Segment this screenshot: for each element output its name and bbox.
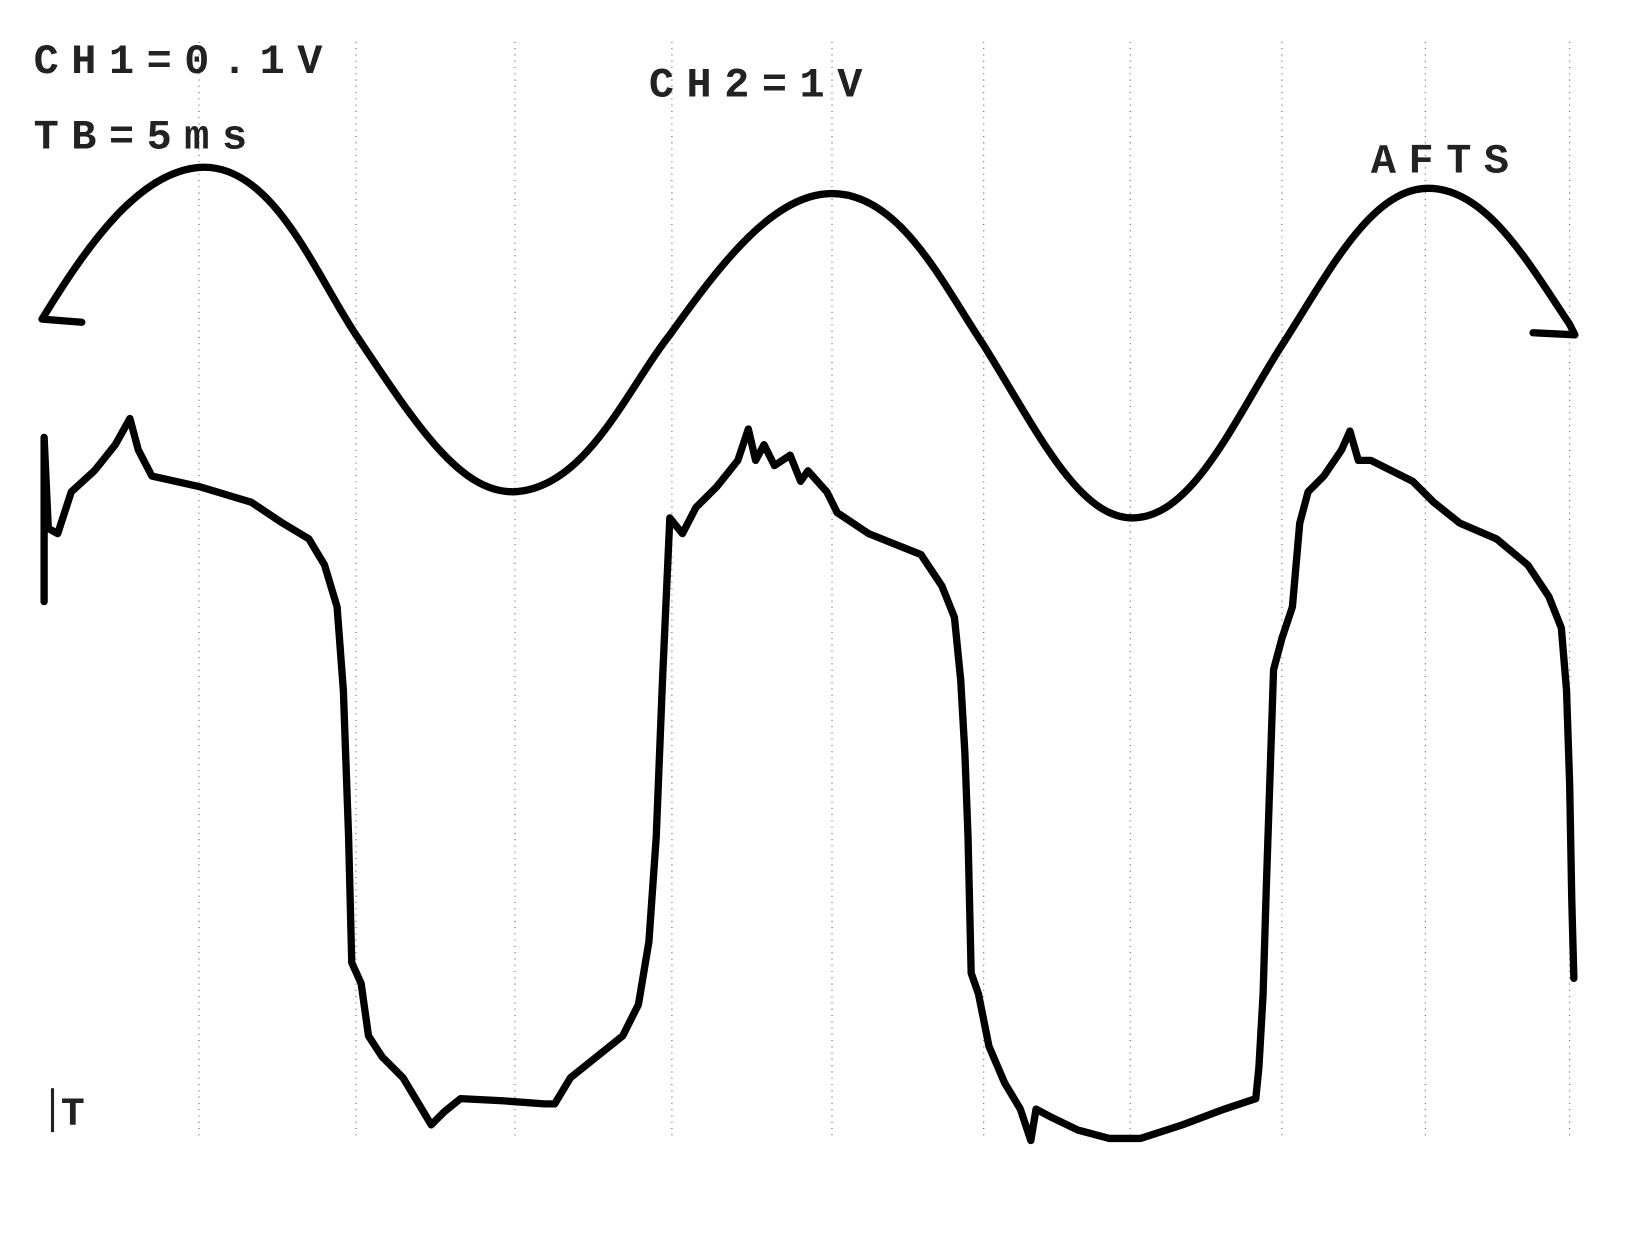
ch2-label: CH2=1V	[649, 61, 875, 109]
ch2-trace	[40, 414, 1578, 1145]
trigger-marker: T	[61, 1092, 85, 1137]
timebase-label: TB=5ms	[34, 114, 260, 162]
ch1-trace	[38, 163, 1579, 522]
ch1-label: CH1=0.1V	[34, 38, 335, 86]
mode-label: AFTS	[1371, 138, 1522, 186]
grid	[198, 41, 1571, 1141]
